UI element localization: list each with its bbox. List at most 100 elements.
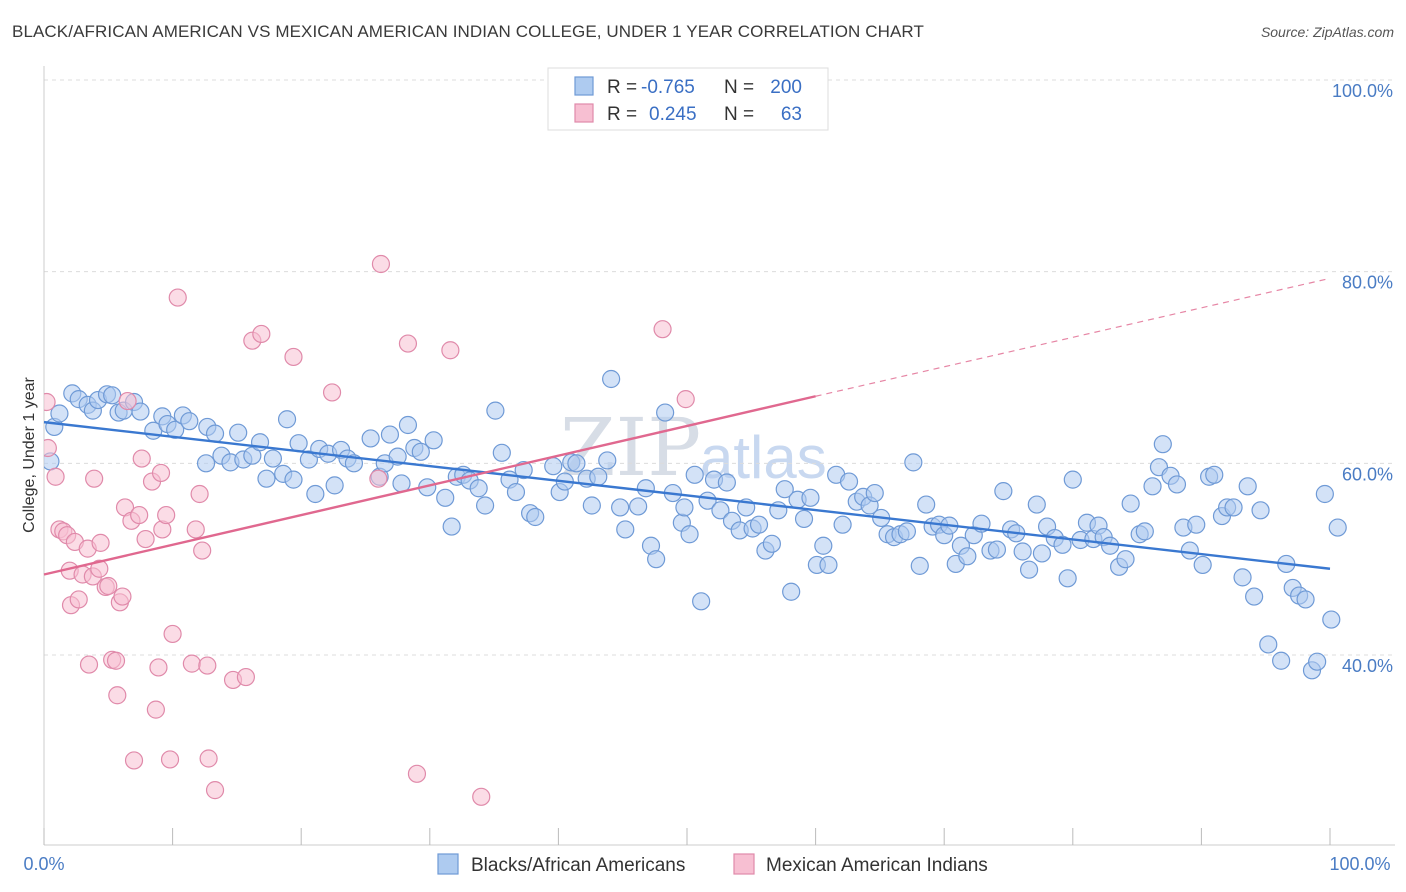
blue-data-point bbox=[1180, 541, 1199, 560]
blue-data-point bbox=[398, 415, 418, 435]
blue-trend-line bbox=[43, 420, 1331, 570]
legend-r-label-pink: R = bbox=[607, 104, 637, 125]
blue-data-point bbox=[1135, 522, 1154, 541]
blue-data-point bbox=[306, 484, 325, 504]
blue-data-point bbox=[229, 423, 248, 442]
pink-data-point bbox=[398, 334, 418, 353]
pink-data-point bbox=[108, 686, 127, 705]
series-legend-swatch-blue bbox=[437, 853, 459, 875]
blue-data-point bbox=[1272, 651, 1291, 670]
blue-data-point bbox=[865, 483, 884, 503]
blue-data-point bbox=[380, 425, 400, 444]
blue-data-point bbox=[325, 476, 344, 495]
pink-data-point bbox=[160, 750, 180, 769]
blue-data-point bbox=[289, 434, 308, 453]
pink-data-point bbox=[146, 700, 165, 719]
blue-data-point bbox=[629, 497, 648, 516]
pink-trend-extension bbox=[815, 277, 1331, 397]
pink-data-point bbox=[79, 655, 99, 674]
series-legend-label-blue: Blacks/African Americans bbox=[471, 855, 685, 876]
y-tick-label: 40.0% bbox=[1342, 656, 1393, 676]
pink-data-point bbox=[113, 587, 132, 606]
legend-swatch-pink bbox=[574, 103, 594, 123]
blue-data-point bbox=[994, 482, 1013, 501]
blue-data-point bbox=[1053, 535, 1072, 554]
pink-data-point bbox=[182, 654, 201, 673]
blue-data-point bbox=[917, 495, 936, 514]
blue-data-point bbox=[680, 525, 699, 544]
y-tick-label: 60.0% bbox=[1342, 464, 1393, 484]
blue-data-point bbox=[486, 401, 505, 420]
blue-data-point bbox=[904, 453, 923, 472]
blue-data-point bbox=[1308, 652, 1327, 671]
blue-data-point bbox=[1251, 501, 1270, 520]
pink-data-point bbox=[198, 656, 217, 675]
pink-data-point bbox=[149, 658, 168, 677]
blue-data-point bbox=[1224, 498, 1243, 517]
y-tick-label: 100.0% bbox=[1332, 81, 1393, 101]
blue-data-point bbox=[1032, 544, 1052, 563]
blue-data-point bbox=[1143, 477, 1162, 496]
pink-data-point bbox=[124, 751, 144, 770]
pink-data-point bbox=[676, 390, 695, 409]
pink-data-point bbox=[252, 324, 271, 344]
blue-data-point bbox=[506, 482, 526, 502]
series-legend: Blacks/African Americans Mexican America… bbox=[437, 853, 988, 876]
pink-data-point bbox=[151, 463, 171, 483]
blue-data-point bbox=[1233, 568, 1252, 587]
pink-data-point bbox=[44, 438, 57, 458]
blue-data-point bbox=[958, 547, 977, 566]
blue-data-point bbox=[801, 488, 820, 507]
pink-data-point bbox=[199, 749, 218, 768]
blue-data-point bbox=[685, 465, 704, 484]
blue-data-point bbox=[762, 534, 781, 553]
legend-n-label-blue: N = bbox=[724, 77, 754, 98]
blue-data-point bbox=[469, 479, 488, 498]
blue-data-point bbox=[263, 449, 283, 468]
source-credit: Source: ZipAtlas.com bbox=[1260, 24, 1394, 40]
blue-data-point bbox=[782, 582, 801, 601]
pink-data-point bbox=[236, 667, 256, 687]
pink-data-point bbox=[157, 505, 176, 525]
blue-data-point bbox=[1193, 555, 1212, 575]
blue-data-point bbox=[711, 501, 730, 520]
blue-data-point bbox=[647, 550, 666, 569]
pink-data-point bbox=[46, 467, 65, 486]
series-legend-swatch-pink bbox=[733, 853, 755, 875]
blue-data-point bbox=[1027, 495, 1046, 514]
blue-data-point bbox=[1100, 536, 1120, 555]
blue-data-point bbox=[819, 555, 838, 575]
pink-data-point bbox=[407, 764, 427, 783]
x-axis-tick-labels: 0.0% 100.0% bbox=[23, 854, 1390, 874]
blue-data-point bbox=[910, 556, 929, 575]
pink-data-point bbox=[106, 651, 126, 670]
legend-box bbox=[547, 67, 829, 131]
blue-data-point bbox=[1116, 550, 1135, 569]
blue-data-point bbox=[243, 446, 262, 465]
blue-data-point bbox=[277, 410, 297, 429]
blue-data-point bbox=[1153, 435, 1172, 454]
pink-data-point bbox=[132, 449, 151, 468]
blue-data-point bbox=[196, 454, 216, 473]
pink-data-point bbox=[190, 484, 209, 504]
pink-data-point bbox=[284, 347, 303, 367]
blue-data-point bbox=[1328, 518, 1347, 537]
pink-data-point bbox=[472, 787, 491, 806]
blue-data-point bbox=[775, 480, 794, 499]
blue-data-point bbox=[602, 369, 621, 389]
pink-data-point bbox=[193, 541, 212, 560]
pink-data-point bbox=[168, 288, 187, 307]
pink-data-point bbox=[69, 590, 88, 609]
blue-data-point bbox=[1013, 542, 1032, 561]
blue-data-point bbox=[833, 515, 852, 534]
pink-data-point bbox=[85, 469, 104, 488]
blue-data-point bbox=[492, 443, 511, 462]
blue-data-point bbox=[361, 429, 380, 448]
pink-data-point bbox=[91, 533, 110, 552]
blue-data-point bbox=[1259, 635, 1278, 654]
blue-data-point bbox=[589, 467, 608, 486]
blue-data-point bbox=[1063, 470, 1082, 489]
blue-data-point bbox=[616, 520, 635, 539]
pink-data-point bbox=[186, 520, 205, 539]
blue-data-point bbox=[1121, 494, 1140, 513]
